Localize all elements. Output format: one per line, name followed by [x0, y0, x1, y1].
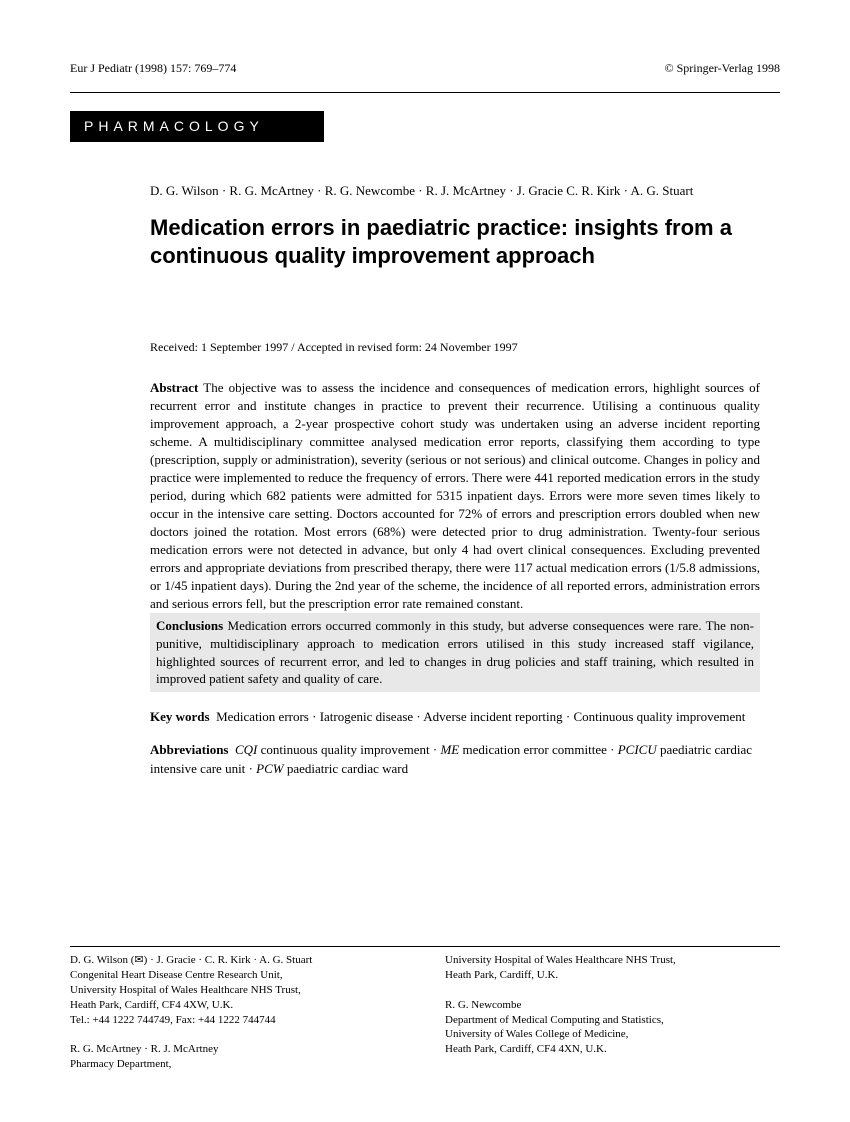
abbreviations-block: Abbreviations CQI continuous quality imp… — [150, 741, 760, 779]
category-badge: PHARMACOLOGY — [70, 111, 324, 142]
article-title: Medication errors in paediatric practice… — [150, 214, 760, 269]
footer-rule — [70, 946, 780, 947]
journal-citation: Eur J Pediatr (1998) 157: 769–774 — [70, 60, 236, 76]
keywords-text: Medication errors · Iatrogenic disease ·… — [216, 709, 745, 724]
footer-right-col: University Hospital of Wales Healthcare … — [445, 953, 780, 1072]
header-row: Eur J Pediatr (1998) 157: 769–774 © Spri… — [70, 60, 780, 76]
footer: D. G. Wilson (✉) · J. Gracie · C. R. Kir… — [70, 946, 780, 1072]
abbreviations-list: CQI continuous quality improvement · ME … — [150, 742, 752, 776]
author-list: D. G. Wilson · R. G. McArtney · R. G. Ne… — [150, 182, 760, 200]
conclusions-label: Conclusions — [156, 618, 223, 633]
footer-left-col: D. G. Wilson (✉) · J. Gracie · C. R. Kir… — [70, 953, 405, 1072]
keywords-block: Key words Medication errors · Iatrogenic… — [150, 708, 760, 727]
header-rule — [70, 92, 780, 93]
dates-line: Received: 1 September 1997 / Accepted in… — [150, 339, 760, 355]
abstract-label: Abstract — [150, 380, 198, 395]
conclusions-box: Conclusions Medication errors occurred c… — [150, 613, 760, 693]
abstract-text: The objective was to assess the incidenc… — [150, 380, 760, 610]
abbreviations-label: Abbreviations — [150, 742, 229, 757]
copyright: © Springer-Verlag 1998 — [664, 60, 780, 76]
keywords-label: Key words — [150, 709, 210, 724]
main-content: D. G. Wilson · R. G. McArtney · R. G. Ne… — [150, 182, 760, 779]
conclusions-text: Medication errors occurred commonly in t… — [156, 618, 754, 687]
abstract-block: Abstract The objective was to assess the… — [150, 379, 760, 612]
